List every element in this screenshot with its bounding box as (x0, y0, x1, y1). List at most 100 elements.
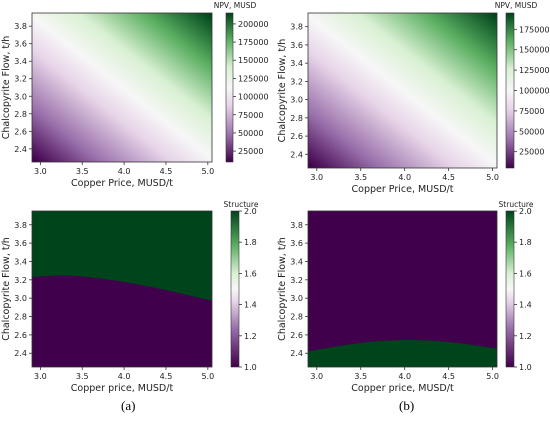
colorbar-tick-label: 175000 (238, 38, 269, 47)
colorbar-gradient (230, 210, 240, 368)
colorbar-tick-label: 100000 (238, 93, 269, 102)
x-tick-label: 3.5 (354, 173, 367, 182)
x-tick-label: 4.0 (398, 173, 411, 182)
x-tick-label: 3.5 (354, 372, 367, 381)
y-tick-label: 3.0 (14, 92, 27, 101)
colorbar-tick-label: 1.2 (244, 332, 257, 341)
chart-b_bottom: 3.0 3.5 4.0 4.5 5.02.42.62.83.03.23.43.63.8C… (277, 200, 534, 394)
chart-b_top: 3.0 3.5 4.0 4.5 5.02.42.62.83.03.23.43.63.8C… (277, 1, 550, 195)
chart-a_bottom: 3.0 3.5 4.0 4.5 5.02.42.62.83.03.23.43.63.8C… (1, 200, 259, 394)
y-tick-label: 2.8 (290, 313, 303, 322)
y-tick-label: 3.4 (290, 59, 303, 68)
y-tick-label: 2.6 (14, 127, 27, 136)
y-tick-label: 3.2 (290, 77, 303, 86)
x-tick-label: 3.5 (76, 167, 89, 176)
x-tick-label: 3.0 (34, 372, 47, 381)
x-tick-label: 4.5 (160, 167, 173, 176)
y-tick-label: 3.2 (14, 75, 27, 84)
colorbar-tick-label: 25000 (519, 148, 544, 157)
colorbar-tick-label: 1.6 (244, 269, 257, 278)
colorbar-tick-label: 50000 (238, 129, 263, 138)
x-tick-label: 4.0 (398, 372, 411, 381)
y-tick-label: 3.0 (290, 294, 303, 303)
x-tick-label: 4.0 (118, 372, 131, 381)
x-axis-label: Copper price, MUSD/t (71, 383, 174, 394)
y-tick-label: 2.4 (14, 145, 27, 154)
y-tick-label: 3.8 (290, 221, 303, 230)
y-tick-label: 3.4 (14, 257, 27, 266)
colorbar-tick-label: 100000 (519, 87, 550, 96)
x-axis-label: Copper Price, MUSD/t (352, 184, 454, 195)
y-tick-label: 2.4 (290, 150, 303, 159)
x-axis-label: Copper price, MUSD/t (351, 383, 454, 394)
x-tick-label: 4.5 (160, 372, 173, 381)
y-tick-label: 3.8 (14, 22, 27, 31)
heatmap-region-lower (32, 275, 212, 367)
x-tick-label: 4.5 (442, 173, 455, 182)
colorbar-tick-label: 2.0 (244, 207, 257, 216)
colorbar-tick-label: 125000 (519, 66, 550, 75)
heatmap-surface (32, 13, 212, 162)
x-tick-label: 4.5 (442, 372, 455, 381)
colorbar: 25000 50000 75000 100000 125000 150000 175000 2… (214, 1, 269, 163)
colorbar-tick-label: 1.0 (244, 363, 257, 372)
colorbar-tick-label: 50000 (519, 127, 544, 136)
y-tick-label: 2.8 (14, 110, 27, 119)
y-tick-label: 3.0 (290, 96, 303, 105)
y-tick-label: 3.6 (14, 40, 27, 49)
y-axis-label: Chalcopyrite Flow, t/h (277, 39, 288, 143)
plot-frame (307, 12, 498, 169)
x-tick-label: 3.0 (310, 173, 323, 182)
y-tick-label: 2.8 (14, 313, 27, 322)
colorbar: 25000 50000 75000 100000 125000 150000 175000 N… (495, 1, 550, 169)
x-tick-label: 4.0 (118, 167, 131, 176)
x-tick-label: 3.0 (310, 372, 323, 381)
colorbar-label: Structure (224, 200, 259, 209)
colorbar-tick-label: 1.4 (244, 301, 257, 310)
colorbar-gradient (505, 12, 515, 169)
y-axis-label: Chalcopyrite Flow, t/h (277, 237, 288, 341)
colorbar-tick-label: 125000 (238, 74, 269, 83)
y-tick-label: 2.6 (14, 331, 27, 340)
colorbar-tick-label: 150000 (519, 46, 550, 55)
colorbar-tick-label: 75000 (519, 107, 544, 116)
colorbar-label: Structure (499, 200, 534, 209)
colorbar-gradient (505, 210, 515, 368)
y-tick-label: 2.4 (14, 349, 27, 358)
colorbar-label: NPV, MUSD (495, 1, 538, 10)
x-tick-label: 5.0 (486, 173, 499, 182)
y-tick-label: 3.4 (14, 57, 27, 66)
y-tick-label: 3.8 (14, 221, 27, 230)
colorbar-tick-label: 1.8 (244, 238, 257, 247)
heatmap-region-lower (308, 340, 497, 367)
colorbar-tick-label: 1.6 (519, 269, 532, 278)
y-tick-label: 2.8 (290, 114, 303, 123)
colorbar-tick-label: 25000 (238, 147, 263, 156)
colorbar-tick-label: 2.0 (519, 207, 532, 216)
chart-a_top: 3.0 3.5 4.0 4.5 5.0 2.4 2.6 2.8 3.0 3.2 3.4 3.6 3.8 C… (1, 1, 269, 189)
x-tick-label: 5.0 (201, 167, 214, 176)
colorbar-gradient (225, 12, 234, 163)
heatmap-surface (308, 13, 497, 168)
caption-b: (b) (399, 398, 415, 413)
x-axis-label: Copper Price, MUSD/t (71, 178, 173, 189)
plot-frame (31, 12, 213, 163)
x-tick-label: 3.5 (76, 372, 89, 381)
colorbar-tick-label: 200000 (238, 20, 269, 29)
y-tick-label: 2.6 (290, 132, 303, 141)
y-tick-label: 3.4 (290, 257, 303, 266)
y-tick-label: 3.8 (290, 23, 303, 32)
x-tick-label: 3.0 (34, 167, 47, 176)
y-tick-label: 3.6 (14, 239, 27, 248)
y-tick-label: 3.6 (290, 41, 303, 50)
colorbar-tick-label: 175000 (519, 25, 550, 34)
y-axis-label: Chalcopyrite Flow, t/h (1, 237, 12, 341)
colorbar-tick-label: 1.8 (519, 238, 532, 247)
colorbar-tick-label: 150000 (238, 56, 269, 65)
colorbar-tick-label: 1.0 (519, 363, 532, 372)
colorbar-label: NPV, MUSD (214, 1, 257, 10)
y-tick-label: 3.2 (14, 276, 27, 285)
